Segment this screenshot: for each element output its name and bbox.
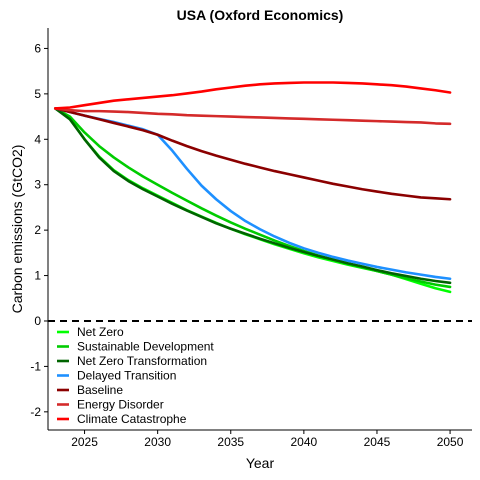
x-axis-title: Year bbox=[246, 455, 275, 471]
legend-label-climate-catastrophe: Climate Catastrophe bbox=[77, 412, 187, 426]
chart-title: USA (Oxford Economics) bbox=[177, 7, 344, 23]
axes: -2 -1 0 1 2 3 4 5 6 2025 2030 2035 2040 2045 2050 bbox=[30, 28, 472, 449]
y-tick-label: 6 bbox=[34, 41, 41, 55]
series-line-climate-catastrophe bbox=[54, 81, 452, 110]
legend-label-energy-disorder: Energy Disorder bbox=[77, 398, 164, 412]
x-tick-label: 2045 bbox=[364, 435, 391, 449]
legend-label-delayed-transition: Delayed Transition bbox=[77, 369, 176, 383]
series-line-sustainable-development bbox=[54, 107, 452, 289]
x-tick-label: 2035 bbox=[217, 435, 244, 449]
legend-label-net-zero: Net Zero bbox=[77, 325, 124, 339]
x-tick-label: 2030 bbox=[144, 435, 171, 449]
y-tick-label: 4 bbox=[34, 132, 41, 146]
x-tick-label: 2025 bbox=[71, 435, 98, 449]
series-line-baseline bbox=[54, 107, 452, 201]
series-line-energy-disorder bbox=[54, 107, 452, 126]
legend-label-baseline: Baseline bbox=[77, 383, 123, 397]
y-tick-label: 1 bbox=[34, 269, 41, 283]
y-tick-label: 5 bbox=[34, 87, 41, 101]
y-tick-label: -2 bbox=[30, 405, 41, 419]
y-tick-label: 0 bbox=[34, 314, 41, 328]
x-tick-label: 2040 bbox=[291, 435, 318, 449]
plot-lines bbox=[48, 81, 472, 322]
x-tick-label: 2050 bbox=[437, 435, 464, 449]
legend-label-net-zero-transformation: Net Zero Transformation bbox=[77, 354, 207, 368]
series-line-net-zero bbox=[54, 107, 452, 294]
y-tick-label: -1 bbox=[30, 359, 41, 373]
legend-label-sustainable-development: Sustainable Development bbox=[77, 340, 214, 354]
y-tick-label: 3 bbox=[34, 178, 41, 192]
series-line-net-zero-transformation bbox=[54, 107, 452, 285]
y-tick-label: 2 bbox=[34, 223, 41, 237]
y-axis-title: Carbon emissions (GtCO2) bbox=[9, 145, 25, 314]
